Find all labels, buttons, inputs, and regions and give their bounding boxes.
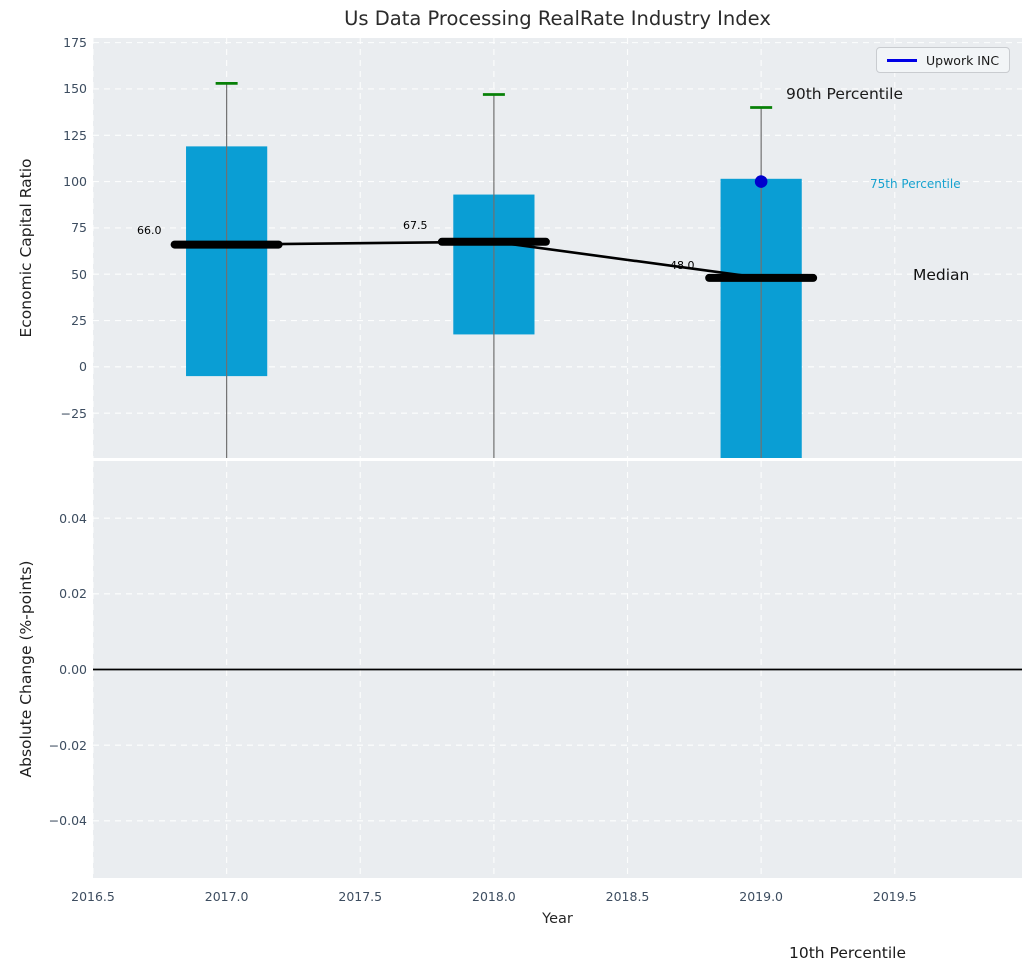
bottom-ytick-label-0.02: 0.02 xyxy=(59,586,87,602)
bottom-ytick-label-−0.02: −0.02 xyxy=(48,737,87,753)
x-axis-label: Year xyxy=(542,911,573,927)
median-value-label-2019: 48.0 xyxy=(670,259,695,272)
bottom-ytick-label-0.04: 0.04 xyxy=(59,510,87,526)
bottom-plot-canvas xyxy=(93,461,1022,878)
xtick-label-2016.5: 2016.5 xyxy=(71,889,115,904)
legend-box: Upwork INC xyxy=(876,47,1011,73)
xtick-label-2018.5: 2018.5 xyxy=(605,889,650,904)
top-ytick-label-125: 125 xyxy=(63,127,87,143)
chart-title: Us Data Processing RealRate Industry Ind… xyxy=(344,7,771,30)
bottom-ytick-label-0.00: 0.00 xyxy=(59,662,87,677)
top-ytick-label-−25: −25 xyxy=(60,405,87,421)
top-axes-economic-capital-ratio: 66.0 67.5 48.0 90th Percentile 75th Perc… xyxy=(93,38,1022,458)
bottom-ytick-label-−0.04: −0.04 xyxy=(48,813,87,829)
xtick-label-2019.5: 2019.5 xyxy=(872,889,917,904)
top-plot-canvas xyxy=(93,38,1022,458)
legend-line-sample xyxy=(887,58,917,62)
xtick-label-2018.0: 2018.0 xyxy=(472,889,516,904)
annotation-10th-percentile: 10th Percentile xyxy=(789,944,907,962)
top-ytick-label-0: 0 xyxy=(79,359,87,375)
top-ytick-label-25: 25 xyxy=(71,313,87,329)
top-ytick-label-150: 150 xyxy=(63,81,87,97)
annotation-median: Median xyxy=(913,266,970,284)
top-ytick-label-75: 75 xyxy=(71,220,87,236)
xtick-label-2017.0: 2017.0 xyxy=(204,889,249,904)
top-ytick-label-175: 175 xyxy=(63,35,87,51)
top-ytick-label-50: 50 xyxy=(71,266,87,282)
median-value-label-2017: 66.0 xyxy=(137,224,162,237)
legend-label: Upwork INC xyxy=(926,52,1000,68)
top-ytick-label-100: 100 xyxy=(63,174,87,190)
xtick-label-2017.5: 2017.5 xyxy=(338,889,383,904)
annotation-90th-percentile: 90th Percentile xyxy=(786,85,904,103)
median-value-label-2018: 67.5 xyxy=(403,219,428,232)
annotation-75th-percentile: 75th Percentile xyxy=(870,177,961,191)
bottom-axes-absolute-change xyxy=(93,461,1022,878)
company-point-upwork xyxy=(754,175,768,188)
xtick-label-2019.0: 2019.0 xyxy=(739,889,784,904)
